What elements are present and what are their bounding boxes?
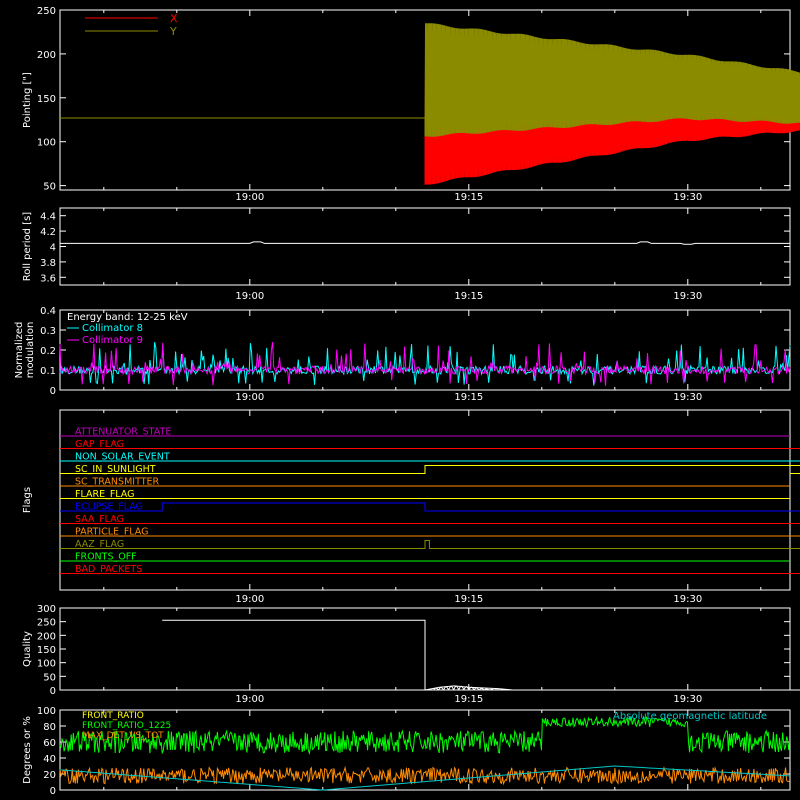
- flag-label-sc-transmitter: SC_TRANSMITTER: [75, 477, 160, 488]
- modulation-y-tick-label: 0.3: [40, 326, 56, 337]
- pointing-series-y: [60, 23, 800, 137]
- pointing-x-tick-label: 19:00: [235, 192, 264, 203]
- modulation-legend-label: Collimator 9: [82, 335, 143, 346]
- flag-label-saa-flag: SAA_FLAG: [75, 514, 124, 525]
- pointing-y-tick-label: 100: [37, 138, 56, 149]
- modulation-x-tick-label: 19:00: [235, 392, 264, 403]
- modulation-legend-label: Collimator 8: [82, 323, 143, 334]
- flag-label-attenuator-state: ATTENUATOR_STATE: [75, 427, 171, 438]
- pointing-y-tick-label: 200: [37, 50, 56, 61]
- flag-label-bad-packets: BAD_PACKETS: [75, 564, 142, 575]
- latitude-right-legend-label: Absolute geomagnetic latitude: [613, 711, 767, 722]
- quality-line: [162, 619, 800, 691]
- flag-label-non-solar-event: NON_SOLAR_EVENT: [75, 452, 170, 463]
- flag-label-flare-flag: FLARE_FLAG: [75, 489, 135, 500]
- flag-line-eclipse-flag: [60, 502, 800, 512]
- flag-label-particle-flag: PARTICLE_FLAG: [75, 527, 148, 538]
- latitude-y-tick-label: 100: [37, 706, 56, 717]
- latitude-legend-label: FRONT_RATIO: [82, 711, 144, 721]
- pointing-y-tick-label: 250: [37, 6, 56, 17]
- modulation-x-tick-label: 19:30: [673, 392, 702, 403]
- roll-x-tick-label: 19:30: [673, 291, 702, 302]
- legend-label-x: X: [170, 12, 178, 25]
- latitude-y-tick-label: 40: [43, 754, 56, 765]
- flag-line-sc-in-sunlight: [60, 465, 800, 474]
- modulation-y-tick-label: 0.4: [40, 306, 56, 317]
- latitude-series-front-ratio-1225: [59, 715, 791, 756]
- pointing-y-tick-label: 150: [37, 94, 56, 105]
- latitude-legend-label: FRONT_RATIO_1225: [82, 721, 171, 731]
- flags-y-axis-label: Flags: [22, 487, 33, 513]
- roll-y-tick-label: 3.6: [40, 273, 56, 284]
- roll-x-tick-label: 19:15: [454, 291, 483, 302]
- roll-y-tick-label: 4.4: [40, 212, 56, 223]
- energy-band-annotation: Energy band: 12-25 keV: [67, 312, 188, 323]
- latitude-y-tick-label: 0: [50, 786, 56, 797]
- modulation-y-tick-label: 0: [50, 386, 56, 397]
- roll-y-axis-label: Roll period [s]: [22, 212, 33, 281]
- roll-x-tick-label: 19:00: [235, 291, 264, 302]
- pointing-x-tick-label: 19:15: [454, 192, 483, 203]
- latitude-series-geomagnetic: [59, 765, 791, 791]
- modulation-series-collimator-8: [59, 342, 791, 386]
- roll-frame: [59, 207, 791, 286]
- flag-label-sc-in-sunlight: SC_IN_SUNLIGHT: [75, 464, 156, 475]
- latitude-series-max-det-vs-tot: [59, 765, 790, 786]
- latitude-legend-label: MAX_DET_VS_TOT: [82, 731, 164, 741]
- roll-y-tick-label: 4.2: [40, 227, 56, 238]
- quality-spikes: [433, 685, 517, 691]
- latitude-y-tick-label: 80: [43, 722, 56, 733]
- quality-y-axis-label: Quality: [22, 631, 33, 667]
- modulation-series-collimator-9: [59, 342, 791, 386]
- latitude-y-tick-label: 60: [43, 738, 56, 749]
- quality-y-tick-label: 200: [37, 631, 56, 642]
- pointing-x-tick-label: 19:30: [673, 192, 702, 203]
- flag-label-aaz-flag: AAZ_FLAG: [75, 539, 124, 550]
- flag-line-bad-packets: [60, 573, 800, 574]
- flag-label-gap-flag: GAP_FLAG: [75, 439, 124, 450]
- flags-x-tick-label: 19:15: [454, 594, 483, 605]
- flag-line-saa-flag: [60, 523, 800, 524]
- pointing-y-tick-label: 50: [43, 182, 56, 193]
- modulation-x-tick-label: 19:15: [454, 392, 483, 403]
- flags-x-tick-label: 19:30: [673, 594, 702, 605]
- flag-line-particle-flag: [60, 535, 800, 537]
- quality-y-tick-label: 100: [37, 659, 56, 670]
- quality-y-tick-label: 0: [50, 686, 56, 697]
- flags-x-tick-label: 19:00: [235, 594, 264, 605]
- flag-label-eclipse-flag: ECLIPSE_FLAG: [75, 502, 143, 513]
- quality-y-tick-label: 150: [37, 645, 56, 656]
- modulation-y-axis-label: Normalizedmodulation: [14, 322, 36, 379]
- flags-frame: [59, 409, 791, 591]
- flag-line-aaz-flag: [60, 540, 800, 549]
- legend-label-y: Y: [169, 25, 177, 38]
- flag-label-fronts-off: FRONTS_OFF: [75, 552, 137, 563]
- quality-y-tick-label: 300: [37, 604, 56, 615]
- flag-line-gap-flag: [60, 448, 800, 449]
- latitude-y-axis-label: Degrees or %: [22, 716, 33, 784]
- pointing-y-axis-label: Pointing ["]: [22, 72, 33, 128]
- roll-y-tick-label: 3.8: [40, 258, 56, 269]
- quality-y-tick-label: 250: [37, 618, 56, 629]
- flag-line-non-solar-event: [60, 460, 800, 462]
- latitude-frame: [59, 709, 791, 791]
- quality-x-tick-label: 19:15: [454, 694, 483, 705]
- quality-x-tick-label: 19:00: [235, 694, 264, 705]
- quality-y-tick-label: 50: [43, 672, 56, 683]
- modulation-y-tick-label: 0.2: [40, 346, 56, 357]
- modulation-y-tick-label: 0.1: [40, 366, 56, 377]
- roll-period-line: [60, 241, 790, 245]
- latitude-y-tick-label: 20: [43, 770, 56, 781]
- quality-x-tick-label: 19:30: [673, 694, 702, 705]
- roll-y-tick-label: 4: [50, 243, 56, 254]
